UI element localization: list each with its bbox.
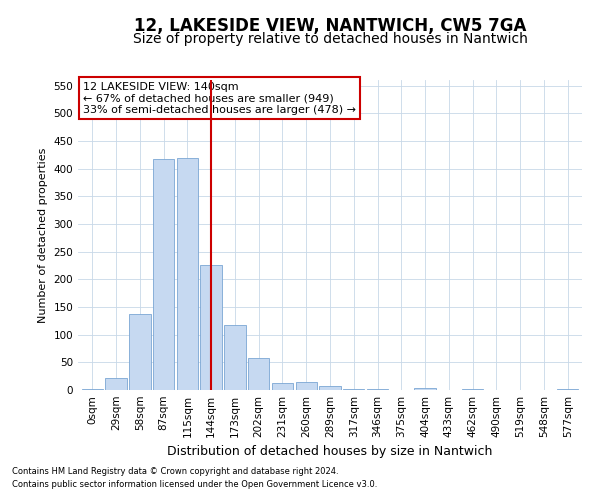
Text: 12 LAKESIDE VIEW: 140sqm
← 67% of detached houses are smaller (949)
33% of semi-: 12 LAKESIDE VIEW: 140sqm ← 67% of detach… (83, 82, 356, 115)
X-axis label: Distribution of detached houses by size in Nantwich: Distribution of detached houses by size … (167, 446, 493, 458)
Bar (272, 383, 293, 390)
Bar (248, 358, 269, 390)
Bar (176, 158, 198, 390)
Text: Contains HM Land Registry data © Crown copyright and database right 2024.: Contains HM Land Registry data © Crown c… (12, 467, 338, 476)
Bar (224, 325, 245, 390)
Text: 12, LAKESIDE VIEW, NANTWICH, CW5 7GA: 12, LAKESIDE VIEW, NANTWICH, CW5 7GA (134, 18, 526, 36)
Bar (343, 389, 364, 390)
Bar (82, 389, 103, 390)
Bar (106, 378, 127, 390)
Bar (153, 158, 174, 390)
Bar (319, 386, 341, 390)
Bar (557, 389, 578, 390)
Bar (296, 382, 317, 390)
Bar (200, 266, 222, 390)
Text: Contains public sector information licensed under the Open Government Licence v3: Contains public sector information licen… (12, 480, 377, 489)
Text: Size of property relative to detached houses in Nantwich: Size of property relative to detached ho… (133, 32, 527, 46)
Bar (129, 314, 151, 390)
Y-axis label: Number of detached properties: Number of detached properties (38, 148, 48, 322)
Bar (415, 388, 436, 390)
